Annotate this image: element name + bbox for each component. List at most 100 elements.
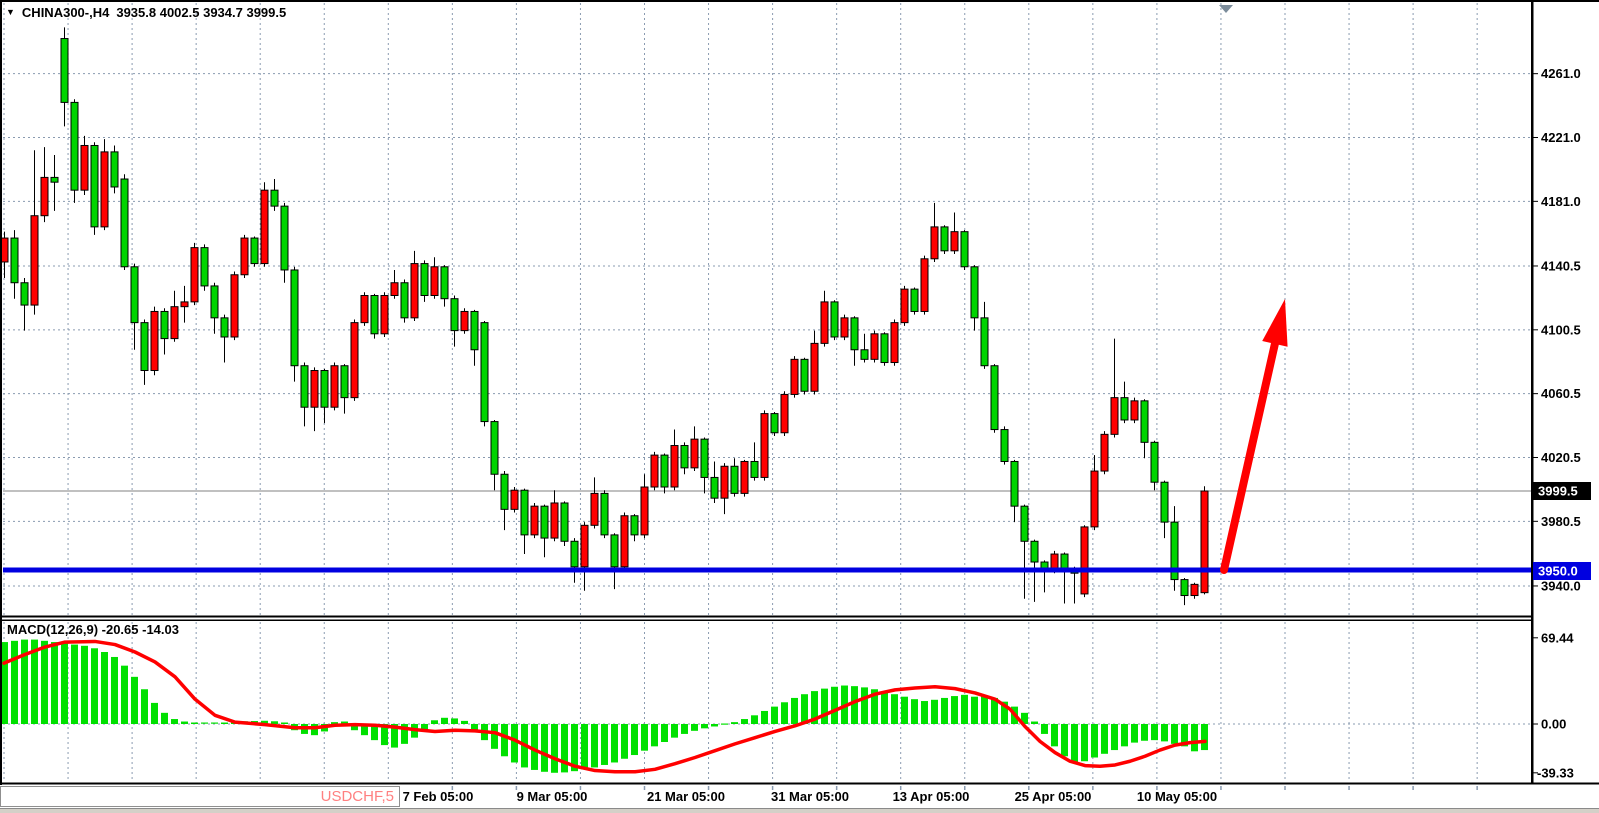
candle-body [630,515,639,536]
macd-histogram-bar [931,699,938,724]
macd-histogram-bar [871,689,878,724]
candle-body [1140,400,1149,443]
macd-histogram-bar [1061,724,1068,757]
candle-body [300,365,309,408]
macd-histogram-bar [901,696,908,724]
macd-axis-label: 0.00 [1541,717,1566,732]
macd-histogram-bar [271,721,278,724]
candle-body [710,476,719,499]
trend-arrow-shaft[interactable] [1220,339,1279,574]
time-axis-label: 10 May 05:00 [1137,789,1217,804]
macd-histogram-bar [141,689,148,724]
macd-histogram-bar [581,724,588,770]
candle-body [370,295,379,335]
macd-histogram-bar [941,697,948,724]
candle-body [0,237,9,263]
collapse-triangle-icon[interactable]: ▼ [6,7,15,17]
candle-body [560,502,569,542]
candle-body [390,282,399,297]
macd-histogram-bar [631,724,638,756]
macd-histogram-bar [541,724,548,772]
candle-body [340,365,349,399]
trend-arrow-head[interactable] [1262,299,1288,347]
macd-histogram-bar [171,719,178,724]
macd-histogram-bar [961,694,968,724]
hline-price-badge [1533,561,1591,580]
candle-body [250,237,259,265]
candle-body [110,151,119,188]
macd-histogram-bar [801,694,808,724]
candle-body [870,333,879,360]
macd-histogram-bar [651,724,658,747]
candle-body [140,322,149,372]
candle-body [720,465,729,499]
current-price-badge [1533,482,1591,500]
down-triangle-marker[interactable] [1219,5,1233,13]
candle-body [900,288,909,324]
macd-histogram-bar [31,639,38,724]
macd-histogram-bar [191,722,198,724]
candle-body [280,205,289,271]
ohlc-values: 3935.8 4002.5 3934.7 3999.5 [116,5,287,20]
macd-histogram-bar [821,688,828,724]
macd-histogram-bar [571,724,578,772]
candle-body [30,215,39,306]
time-axis-label: 9 Mar 05:00 [517,789,588,804]
macd-histogram-bar [781,702,788,724]
macd-histogram-bar [811,691,818,724]
down-triangle-marker[interactable] [1219,5,1233,13]
macd-histogram-bar [371,724,378,741]
macd-histogram-bar [1071,724,1078,763]
candle-body [640,486,649,536]
candle-body [970,266,979,319]
macd-histogram-bar [1101,724,1108,754]
candle-body [270,189,279,207]
candle-body [290,269,299,367]
candle-body [930,226,939,260]
macd-histogram-bar [601,724,608,765]
candle-body [960,231,969,268]
candle-body [920,258,929,312]
symbol-name: CHINA300-,H4 [21,5,110,20]
candle-body [320,370,329,408]
macd-histogram-bar [671,724,678,738]
candle-body [1190,583,1199,597]
price-axis-label: 4261.0 [1541,66,1581,81]
candle-body [950,231,959,252]
candle-body [790,358,799,395]
candle-body [120,178,129,268]
candle-body [690,438,699,469]
panel-separator-b [0,619,1532,621]
macd-histogram-bar [201,722,208,724]
macd-histogram-bar [391,724,398,748]
candle-body [1200,490,1209,594]
candle-body [50,176,59,183]
macd-histogram-bar [461,720,468,724]
macd-histogram-bar [511,724,518,763]
macd-histogram-bar [981,695,988,724]
candle-body [1090,470,1099,528]
macd-histogram-bar [491,724,498,749]
candle-body [820,301,829,344]
candle-body [520,489,529,536]
candle-body [860,349,869,360]
grid-lines [3,3,1531,782]
candle-body [1150,441,1159,483]
price-axis-label: 3940.0 [1541,578,1581,593]
macd-histogram-bar [951,696,958,724]
macd-histogram-bar [861,687,868,724]
candle-body [780,393,789,434]
macd-histogram-bar [361,724,368,736]
macd-histogram-bar [551,724,558,773]
window-bottom-strip [0,809,1599,813]
macd-histogram-bar [1021,712,1028,724]
sub-window-symbol-box[interactable]: USDCHF,5 [0,786,400,807]
candle-body [670,445,679,488]
left-border [0,0,2,785]
candle-body [170,306,179,340]
trend-arrow[interactable] [1220,299,1288,574]
macd-histogram-bar [1181,724,1188,747]
candle-body [360,295,369,324]
candle-body [180,301,189,308]
